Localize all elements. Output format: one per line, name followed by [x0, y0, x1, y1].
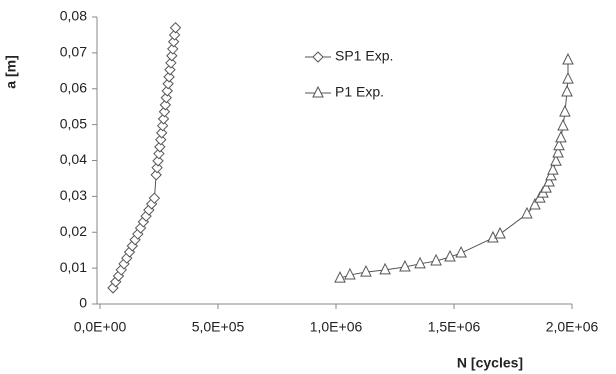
y-tick-label: 0,08	[60, 8, 87, 24]
series-line	[112, 27, 177, 289]
marker	[163, 71, 175, 83]
marker	[164, 64, 176, 76]
marker	[167, 36, 180, 48]
marker	[543, 174, 555, 187]
x-axis-label: N [cycles]	[457, 355, 523, 371]
marker	[157, 113, 170, 125]
marker	[553, 138, 565, 151]
marker	[148, 192, 161, 204]
y-tick-label: 0,03	[60, 187, 87, 203]
y-tick-label: 0,06	[60, 79, 87, 95]
marker	[159, 99, 172, 111]
marker	[150, 169, 162, 181]
marker	[555, 130, 567, 143]
x-tick-label: 5,0E+05	[192, 319, 245, 335]
y-tick-label: 0,01	[60, 259, 87, 275]
x-tick-label: 1,0E+06	[310, 319, 363, 335]
marker	[562, 71, 574, 84]
legend-label: SP1 Exp.	[335, 48, 393, 64]
marker	[430, 253, 442, 266]
y-tick-label: 0,04	[60, 151, 87, 167]
marker	[156, 119, 169, 132]
marker	[561, 84, 573, 97]
legend-marker	[312, 51, 324, 63]
marker	[166, 50, 178, 62]
legend-marker	[312, 85, 324, 98]
marker	[334, 271, 346, 283]
marker	[529, 197, 541, 210]
marker	[414, 256, 426, 269]
marker	[455, 245, 467, 258]
y-tick-label: 0,05	[60, 115, 87, 131]
marker	[540, 181, 552, 193]
x-tick-label: 2,0E+06	[546, 319, 599, 335]
marker	[162, 78, 174, 90]
marker	[444, 249, 456, 262]
marker	[153, 147, 165, 160]
marker	[379, 262, 391, 275]
marker	[545, 168, 557, 181]
marker	[151, 161, 163, 174]
marker	[155, 133, 167, 146]
y-axis-label: a [m]	[3, 55, 19, 88]
marker	[154, 141, 166, 153]
marker	[168, 29, 181, 41]
marker	[155, 127, 168, 139]
marker	[559, 104, 571, 117]
marker	[552, 145, 564, 158]
marker	[521, 206, 533, 219]
marker	[158, 106, 171, 118]
marker	[165, 57, 177, 69]
y-tick-label: 0,07	[60, 44, 87, 60]
marker	[562, 52, 574, 65]
marker	[161, 85, 173, 97]
y-tick-label: 0,02	[60, 223, 87, 239]
marker	[494, 226, 506, 239]
y-tick-label: 0	[79, 295, 87, 311]
legend-label: P1 Exp.	[335, 84, 384, 100]
marker	[557, 118, 569, 131]
marker	[550, 154, 562, 166]
marker	[399, 259, 411, 272]
marker	[167, 43, 179, 55]
marker	[360, 264, 372, 277]
x-tick-label: 0,0E+00	[74, 319, 127, 335]
marker	[152, 155, 164, 167]
marker	[547, 163, 559, 175]
marker	[169, 22, 182, 34]
marker	[344, 267, 356, 280]
x-tick-label: 1,5E+06	[428, 319, 481, 335]
marker	[160, 92, 172, 104]
